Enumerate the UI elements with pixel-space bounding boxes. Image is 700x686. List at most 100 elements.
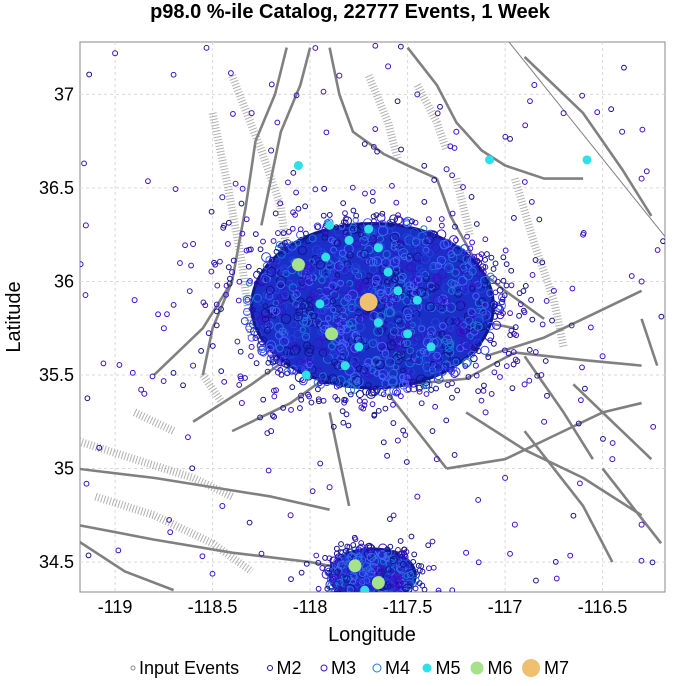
- halo-event: [416, 567, 423, 574]
- halo-event: [397, 551, 404, 558]
- event-m5: [301, 370, 311, 380]
- cluster-event: [260, 275, 270, 285]
- cluster-event: [245, 279, 253, 287]
- cluster-event: [452, 358, 460, 366]
- cluster-event: [392, 387, 402, 397]
- event-m5: [403, 329, 413, 339]
- cluster-event: [481, 301, 489, 309]
- cluster-event: [373, 588, 381, 592]
- cluster-event: [414, 356, 424, 366]
- halo-event: [302, 230, 309, 237]
- halo-event: [285, 228, 292, 235]
- cluster-event: [491, 313, 499, 320]
- halo-event: [467, 245, 474, 252]
- halo-event: [532, 349, 539, 355]
- sparse-event: [451, 452, 458, 458]
- cluster-event: [262, 290, 272, 300]
- cluster-event: [278, 336, 290, 347]
- cluster-event: [402, 583, 413, 592]
- isolated-event: [141, 390, 148, 397]
- legend-marker-icon: [130, 665, 136, 671]
- halo-event: [543, 298, 550, 304]
- halo-event: [449, 380, 455, 387]
- isolated-event: [521, 381, 528, 388]
- halo-event: [512, 324, 519, 331]
- halo-event: [488, 254, 495, 261]
- cluster-event: [414, 245, 425, 256]
- sparse-event: [230, 111, 236, 117]
- cluster-event: [470, 275, 481, 285]
- sparse-event: [372, 126, 379, 132]
- cluster-event: [265, 285, 275, 295]
- cluster-event: [383, 363, 393, 373]
- cluster-event: [301, 332, 310, 341]
- cluster-event: [438, 367, 447, 376]
- halo-event: [389, 182, 395, 189]
- sparse-event: [587, 324, 594, 331]
- halo-event: [390, 420, 397, 426]
- isolated-event: [502, 474, 509, 481]
- sparse-event: [293, 92, 300, 99]
- halo-event: [353, 212, 360, 219]
- cluster-event: [275, 296, 283, 305]
- halo-event: [244, 296, 251, 303]
- cluster-event: [353, 595, 359, 601]
- halo-event: [369, 401, 376, 408]
- cluster-event: [424, 330, 434, 340]
- sparse-event: [317, 460, 324, 467]
- cluster-event: [289, 341, 299, 351]
- cluster-event: [312, 338, 324, 349]
- cluster-event: [352, 217, 359, 224]
- cluster-event: [260, 315, 271, 325]
- x-tick-label: -118: [293, 597, 328, 617]
- legend-item: M5: [422, 658, 461, 678]
- fault-line: [407, 351, 516, 386]
- fault-line: [523, 430, 614, 563]
- halo-event: [333, 383, 340, 390]
- sparse-event: [129, 369, 136, 376]
- cluster-event: [366, 552, 377, 563]
- sparse-event: [526, 377, 533, 384]
- halo-event: [230, 257, 237, 264]
- legend-marker-icon: [422, 663, 432, 673]
- halo-event: [374, 388, 381, 395]
- halo-event: [280, 230, 287, 236]
- halo-event: [419, 568, 426, 575]
- cluster-event: [406, 262, 417, 272]
- fault-line: [260, 47, 312, 226]
- cluster-event: [479, 311, 490, 322]
- cluster-event: [316, 320, 323, 328]
- cluster-event: [309, 288, 319, 298]
- halo-event: [435, 587, 442, 592]
- sparse-event: [220, 224, 227, 231]
- cluster-event: [393, 215, 403, 225]
- cluster-event: [407, 306, 416, 315]
- isolated-event: [326, 484, 333, 491]
- halo-event: [412, 585, 419, 592]
- cluster-event: [261, 315, 269, 323]
- legend-item: M4: [372, 658, 410, 678]
- cluster-event: [392, 256, 401, 264]
- cluster-event: [436, 255, 447, 266]
- sparse-event: [288, 406, 294, 413]
- halo-event: [340, 419, 347, 426]
- event-m5: [354, 342, 364, 352]
- cluster-event: [403, 384, 413, 394]
- fault-line: [387, 392, 448, 470]
- event-m6: [348, 559, 362, 573]
- cluster-event: [404, 313, 412, 321]
- halo-event: [225, 264, 232, 271]
- cluster-event: [473, 253, 484, 263]
- fault-line: [192, 355, 292, 423]
- cluster-event: [257, 336, 267, 346]
- halo-event: [373, 605, 378, 610]
- cluster-event: [337, 328, 345, 336]
- cluster-event: [400, 559, 408, 567]
- halo-event: [500, 277, 507, 284]
- halo-event: [236, 278, 243, 285]
- halo-event: [511, 215, 517, 221]
- cluster-event: [315, 286, 324, 295]
- cluster-event: [385, 307, 396, 317]
- halo-event: [453, 237, 459, 243]
